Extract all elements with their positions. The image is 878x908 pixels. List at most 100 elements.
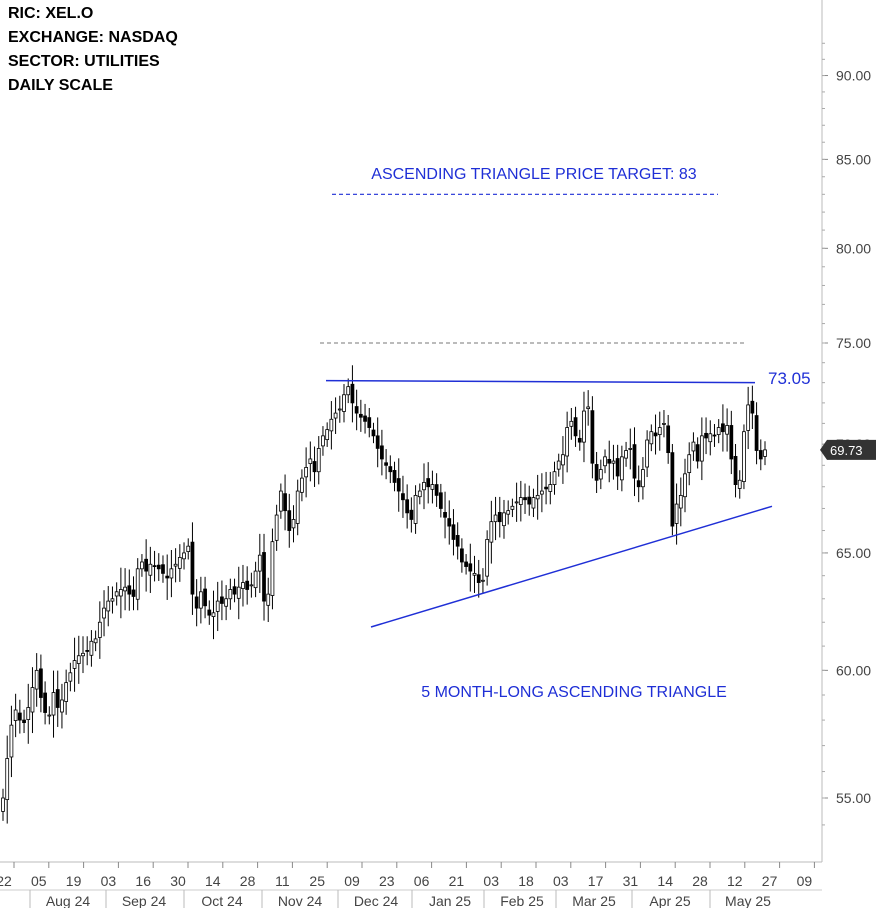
candle-body bbox=[152, 565, 157, 568]
candle-body bbox=[5, 758, 10, 801]
candle-body bbox=[194, 596, 199, 609]
candle-body bbox=[13, 709, 18, 721]
candle-body bbox=[190, 541, 195, 595]
candle-body bbox=[30, 687, 35, 713]
candle-body bbox=[539, 490, 544, 495]
candle-body bbox=[110, 598, 115, 602]
candle-body bbox=[468, 563, 473, 572]
candle-body bbox=[434, 484, 439, 496]
candle-body bbox=[674, 503, 679, 524]
x-tick-label: 30 bbox=[170, 873, 186, 889]
candle-body bbox=[573, 417, 578, 437]
candle-body bbox=[156, 564, 161, 570]
candle-body bbox=[514, 501, 519, 504]
candle-body bbox=[388, 466, 393, 473]
candle-body bbox=[291, 519, 296, 529]
candle-body bbox=[304, 467, 308, 478]
candle-body bbox=[699, 435, 704, 462]
x-tick-label: 09 bbox=[797, 873, 813, 889]
candle-body bbox=[228, 589, 233, 600]
candle-body bbox=[346, 386, 351, 396]
candle-body bbox=[1, 797, 5, 812]
month-label: Dec 24 bbox=[354, 893, 399, 908]
candle-body bbox=[645, 439, 649, 468]
candle-body bbox=[119, 589, 123, 597]
x-tick-label: 03 bbox=[483, 873, 499, 889]
candle-body bbox=[750, 400, 755, 414]
target-label: ASCENDING TRIANGLE PRICE TARGET: 83 bbox=[371, 166, 697, 183]
annotations: ASCENDING TRIANGLE PRICE TARGET: 83 73.0… bbox=[320, 166, 811, 701]
candle-body bbox=[127, 585, 132, 595]
candle-body bbox=[367, 417, 372, 428]
x-tick-label: 16 bbox=[135, 873, 151, 889]
candle-body bbox=[413, 494, 418, 524]
x-axis: 22 05 19 03 16 30 14 28 11 25 09 23 06 21 03 18 03 17 31 14… bbox=[0, 862, 815, 908]
candle-body bbox=[590, 410, 595, 464]
candle-body bbox=[177, 557, 182, 569]
candle-body bbox=[481, 579, 485, 582]
y-tick-label: 75.00 bbox=[836, 335, 871, 351]
candle-body bbox=[106, 600, 111, 612]
candle-body bbox=[384, 462, 388, 466]
candle-body bbox=[283, 493, 287, 512]
candle-body bbox=[603, 456, 607, 467]
candle-body bbox=[649, 431, 654, 445]
candle-body bbox=[653, 432, 658, 437]
candle-body bbox=[737, 479, 742, 489]
candle-body bbox=[9, 724, 14, 758]
candle-body bbox=[695, 444, 700, 462]
x-tick-label: 21 bbox=[449, 873, 465, 889]
candle-body bbox=[712, 434, 717, 437]
candle-body bbox=[506, 510, 511, 515]
candle-body bbox=[754, 415, 759, 451]
candle-body bbox=[721, 423, 725, 433]
sector-label: SECTOR: UTILITIES bbox=[8, 53, 160, 70]
candle-body bbox=[253, 570, 258, 589]
candle-body bbox=[371, 429, 376, 437]
candle-body bbox=[358, 413, 363, 418]
candle-body bbox=[321, 435, 325, 447]
support-line bbox=[370, 505, 773, 628]
candle-body bbox=[401, 493, 405, 501]
candle-body bbox=[207, 609, 212, 616]
y-tick-label: 85.00 bbox=[836, 151, 871, 167]
candle-body bbox=[333, 412, 338, 419]
candle-body bbox=[182, 552, 186, 560]
candle-body bbox=[641, 469, 645, 488]
candle-body bbox=[295, 490, 300, 524]
candle-body bbox=[733, 456, 738, 485]
x-tick-label: 05 bbox=[31, 873, 47, 889]
candle-body bbox=[502, 512, 506, 527]
ric-label: RIC: XEL.O bbox=[8, 5, 94, 22]
candle-body bbox=[173, 563, 178, 567]
candle-body bbox=[556, 460, 561, 470]
x-tick-label: 17 bbox=[588, 873, 604, 889]
candle-body bbox=[742, 431, 746, 482]
candle-body bbox=[102, 607, 106, 619]
candle-body bbox=[619, 456, 624, 481]
candle-body bbox=[354, 406, 359, 414]
candle-body bbox=[68, 672, 73, 682]
candle-body bbox=[39, 668, 43, 698]
candle-body bbox=[211, 612, 216, 617]
candle-body bbox=[232, 586, 237, 595]
candle-body bbox=[708, 433, 713, 443]
candle-body bbox=[198, 591, 203, 609]
candle-body bbox=[662, 423, 666, 425]
y-tick-label: 60.00 bbox=[836, 662, 871, 678]
candle-body bbox=[140, 561, 144, 570]
x-tick-label: 12 bbox=[727, 873, 743, 889]
month-label: Oct 24 bbox=[201, 893, 242, 908]
x-tick-label: 31 bbox=[623, 873, 639, 889]
resistance-label: 73.05 bbox=[768, 369, 811, 388]
x-tick-label: 19 bbox=[66, 873, 82, 889]
y-tick-label: 55.00 bbox=[836, 790, 871, 806]
candle-body bbox=[224, 598, 229, 607]
x-tick-label: 28 bbox=[240, 873, 256, 889]
candle-body bbox=[611, 460, 616, 464]
month-label: May 25 bbox=[725, 893, 771, 908]
candle-body bbox=[85, 650, 90, 652]
candle-body bbox=[523, 497, 527, 501]
candle-body bbox=[55, 689, 60, 708]
candle-body bbox=[165, 575, 170, 579]
